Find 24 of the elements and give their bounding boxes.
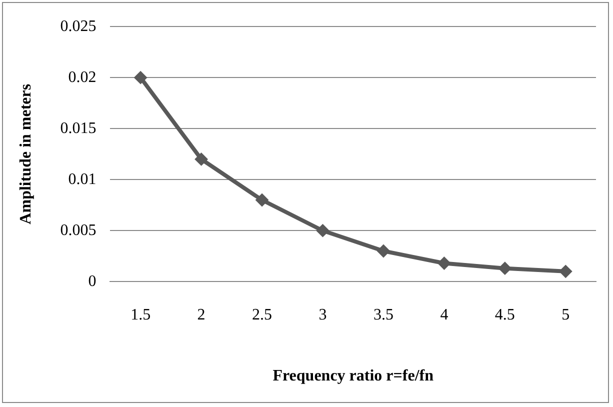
point	[134, 71, 148, 84]
x-tick-label: 5	[562, 306, 570, 324]
y-tick-label: 0.02	[68, 68, 96, 86]
x-tick-label: 3.5	[373, 306, 394, 324]
x-tick-label: 4	[440, 306, 448, 324]
point	[256, 194, 269, 206]
x-tick-label: 4.5	[494, 306, 515, 324]
y-axis-title: Amplitude in meters	[18, 84, 35, 224]
x-tick-label: 3	[318, 306, 327, 324]
point	[194, 152, 208, 166]
x-tick-label: 2	[197, 306, 206, 324]
point	[376, 244, 390, 258]
point	[438, 256, 451, 270]
y-tick-label: 0.01	[68, 170, 96, 188]
y-tick-label: 0.015	[60, 120, 96, 137]
point	[316, 224, 330, 238]
x-axis-title: Frequency ratio r=fe/fn	[272, 368, 434, 385]
x-tick-label: 1.5	[130, 306, 151, 324]
y-tick-label: 0.005	[60, 222, 96, 239]
y-tick-label: 0.025	[60, 18, 96, 35]
y-tick-label: 0	[88, 272, 96, 290]
point	[498, 262, 512, 275]
point	[559, 264, 572, 278]
x-tick-label: 2.5	[252, 306, 272, 324]
